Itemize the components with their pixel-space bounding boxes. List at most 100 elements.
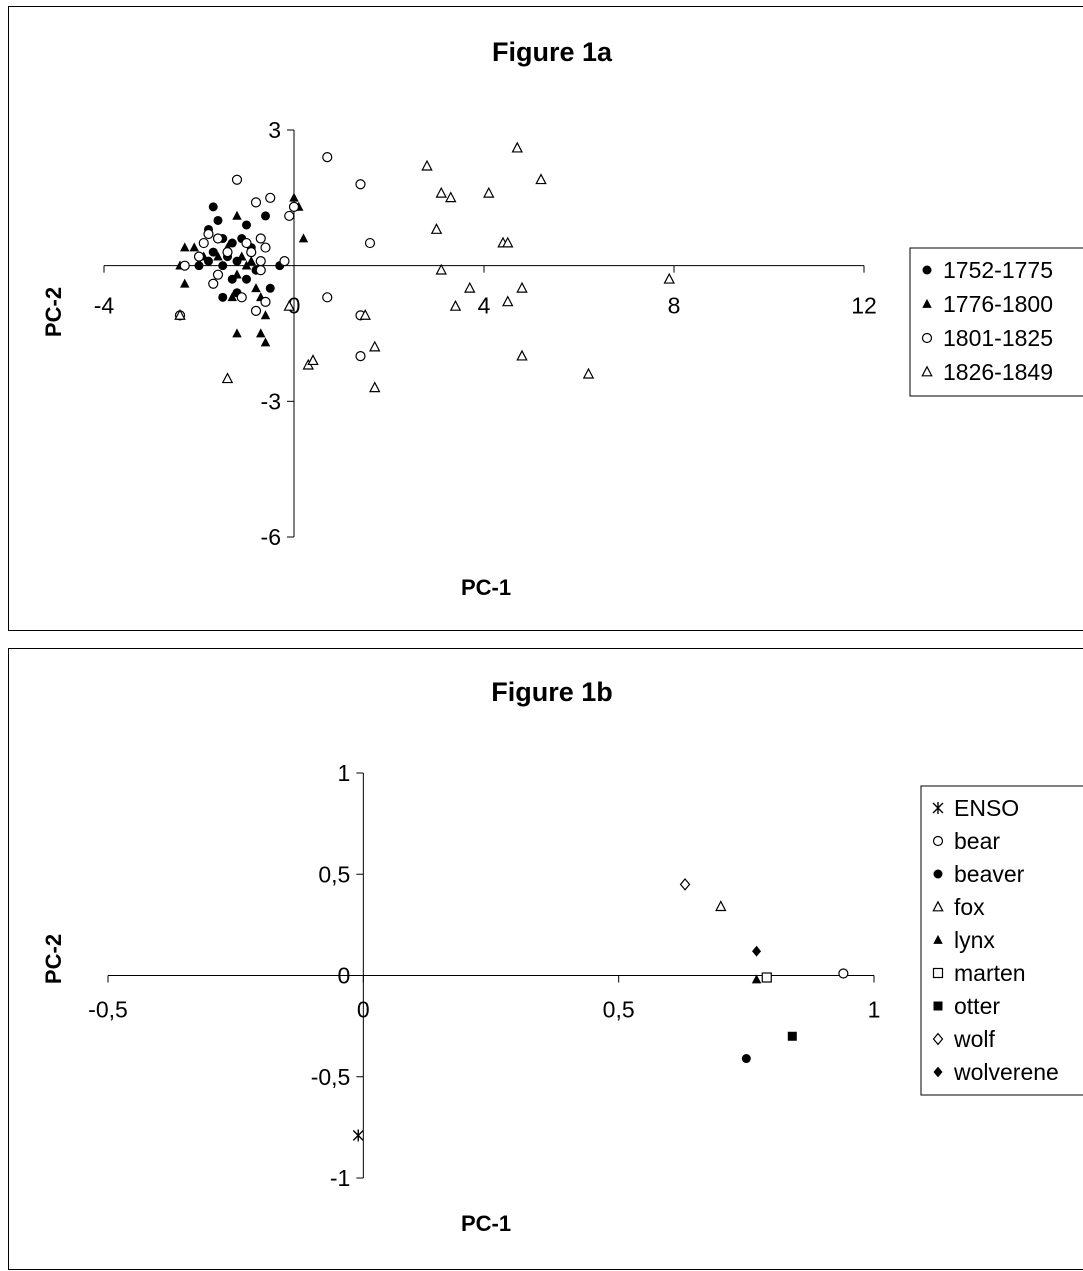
data-point [752, 945, 762, 957]
data-point [260, 296, 271, 307]
data-point [208, 247, 218, 257]
series-1826-1849 [174, 141, 675, 393]
data-point [193, 251, 205, 262]
legend-label-enso: ENSO [954, 795, 1019, 821]
series-lynx [751, 974, 762, 984]
x-tick-label: 0 [357, 997, 370, 1023]
data-point [232, 210, 242, 220]
y-tick-label: -1 [330, 1165, 350, 1191]
x-tick-label: 8 [668, 293, 681, 319]
figure-1a-chart: Figure 1a-4 0 4 8 123-3-6PC-1PC-21752-177517… [41, 37, 1083, 600]
data-point [180, 242, 190, 252]
legend-marker-enso [932, 802, 944, 814]
data-point [761, 972, 772, 983]
data-point [250, 305, 262, 316]
data-point [242, 274, 251, 284]
data-point [511, 141, 523, 153]
data-point [261, 211, 270, 221]
data-point [421, 159, 433, 171]
data-point [322, 152, 333, 163]
data-point [221, 372, 234, 384]
data-point [231, 174, 243, 185]
series-fox [715, 900, 727, 912]
figure-1a-panel: Figure 1a -4 0 4 8 12 3 -3 -6 PC-1 PC-2 1752-1775 17… [8, 6, 1083, 631]
data-point [246, 255, 256, 265]
x-tick-label: 1 [868, 997, 881, 1023]
data-point [251, 283, 261, 293]
data-point [241, 237, 252, 249]
series-enso [352, 1129, 364, 1142]
data-point [284, 210, 295, 222]
data-point [516, 281, 528, 293]
series-wolf [679, 878, 691, 891]
legend-marker-1776-1800 [922, 298, 932, 308]
y-tick-label: 3 [268, 117, 281, 143]
x-axis-label: PC-1 [461, 1211, 511, 1236]
chart-title: Figure 1a [492, 37, 613, 67]
data-point [218, 292, 228, 302]
data-point [289, 192, 299, 202]
x-axis-label: PC-1 [461, 575, 511, 600]
data-point [227, 238, 237, 248]
legend-label-1776-1800: 1776-1800 [943, 291, 1053, 317]
data-point [516, 349, 528, 361]
data-point [355, 351, 366, 362]
data-point [715, 900, 727, 912]
data-point [203, 228, 214, 240]
data-point [787, 1031, 797, 1041]
legend-label-beaver: beaver [954, 861, 1025, 887]
data-point [255, 256, 266, 267]
data-point [369, 340, 381, 352]
data-point [260, 337, 271, 347]
data-point [582, 367, 595, 379]
y-axis-label: PC-2 [41, 934, 66, 984]
legend-box [909, 247, 1083, 397]
legend-marker-1801-1825 [921, 332, 933, 344]
data-point [435, 263, 447, 275]
data-point [260, 242, 271, 253]
data-point [279, 256, 290, 267]
x-tick-label: -0,5 [88, 997, 128, 1023]
series-1801-1825 [174, 152, 376, 362]
data-point [464, 281, 476, 293]
legend-marker-fox [932, 900, 944, 912]
legend-label-1801-1825: 1801-1825 [943, 325, 1053, 351]
y-tick-label: -3 [261, 388, 281, 414]
data-point [180, 278, 190, 288]
data-point [213, 215, 223, 225]
data-point [213, 251, 223, 261]
data-point [298, 233, 309, 243]
data-point [232, 269, 242, 279]
data-point [237, 251, 247, 261]
legend-label-1826-1849: 1826-1849 [943, 359, 1053, 385]
figure-1b-chart: Figure 1b -0,5 0 0,5 1 1 0,5 0 -0,5 -1 PC-1 PC-2 ENS… [41, 677, 1083, 1236]
data-point [246, 247, 257, 258]
y-tick-label: -6 [261, 524, 281, 550]
x-tick-label: -4 [94, 293, 115, 319]
data-point [265, 283, 275, 293]
legend-marker-wolf [932, 1032, 944, 1046]
chart-title: Figure 1b [491, 677, 613, 707]
y-tick-label: 1 [338, 760, 351, 786]
data-point [227, 292, 237, 302]
series-bear [838, 968, 849, 979]
data-point [307, 354, 319, 366]
legend: ENSO bear beaver fox lynx marten otter wolf wolv… [920, 785, 1083, 1096]
data-point [502, 236, 514, 248]
data-point [483, 186, 495, 198]
data-point [445, 191, 457, 203]
legend-label-otter: otter [954, 993, 1000, 1019]
data-point [449, 299, 462, 311]
legend-box [920, 785, 1083, 1096]
data-point [535, 173, 547, 185]
series-wolverene [752, 945, 762, 957]
x-tick-label: 0 [288, 293, 301, 319]
data-point [288, 201, 300, 212]
data-point [265, 192, 276, 203]
legend-marker-wolverene [933, 1066, 943, 1078]
data-point [364, 237, 376, 249]
series-otter [787, 1031, 797, 1041]
data-point [212, 233, 224, 244]
data-point [179, 260, 190, 271]
y-tick-label: -0,5 [311, 1064, 351, 1090]
